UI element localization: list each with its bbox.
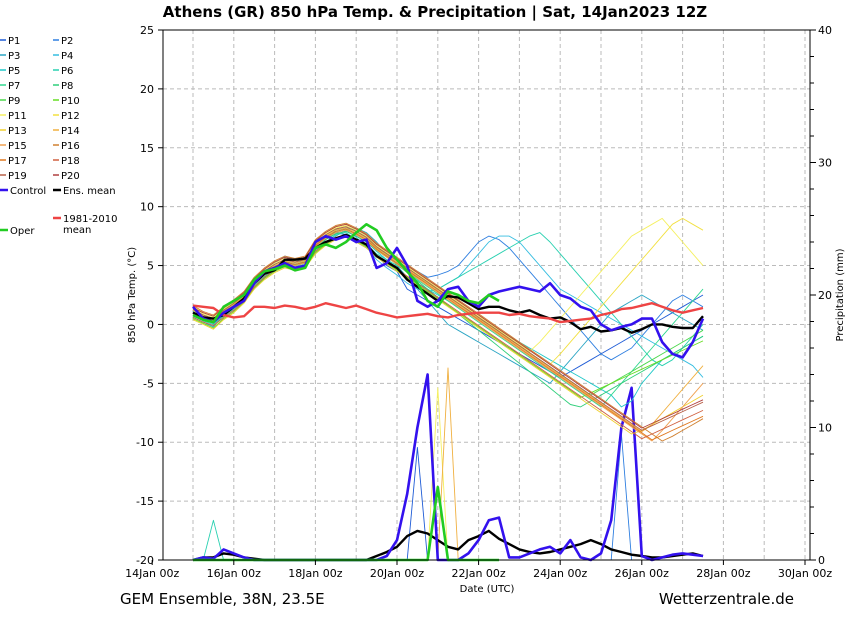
temp-line-p13 xyxy=(192,236,704,435)
temp-line-p19 xyxy=(192,226,704,431)
y-tick-label: -5 xyxy=(143,377,154,390)
legend-label: P7 xyxy=(8,81,20,92)
y-tick-label: 15 xyxy=(140,142,154,155)
chart-title: Athens (GR) 850 hPa Temp. & Precipitatio… xyxy=(163,3,708,22)
y-tick-label: -10 xyxy=(136,436,154,449)
precip-line-p1 xyxy=(193,446,703,561)
temp-line-p8 xyxy=(192,230,704,408)
precip-line-p2 xyxy=(193,433,703,561)
legend-label: P19 xyxy=(8,171,27,182)
y-tick-label: 25 xyxy=(140,24,154,37)
temp-line-p6 xyxy=(192,232,704,367)
y2-tick-label: 0 xyxy=(818,554,825,567)
legend-label: P15 xyxy=(8,141,27,152)
legend-label: P16 xyxy=(61,141,80,152)
precipitation-lines xyxy=(192,367,704,562)
legend-label: P4 xyxy=(61,51,73,62)
legend-label: P3 xyxy=(8,51,20,62)
temp-line-p10 xyxy=(192,235,704,398)
legend-label: 1981-2010 mean xyxy=(63,214,118,236)
legend-label: P9 xyxy=(8,96,20,107)
y-axis-label: 850 hPa Temp. (°C) xyxy=(127,247,138,343)
legend-label: P8 xyxy=(61,81,73,92)
precip-line-p11 xyxy=(193,387,703,561)
legend-label: P5 xyxy=(8,66,20,77)
x-tick-label: 20Jan 00z xyxy=(370,567,424,580)
temp-line-p11 xyxy=(192,217,704,352)
y-axis-ticks: 25 20 15 10 5 0 -5 -10 -15 -20 xyxy=(136,24,163,567)
x-axis-ticks: 14Jan 00z 16Jan 00z 18Jan 00z 20Jan 00z 22Ja… xyxy=(125,560,832,580)
y2-tick-label: 10 xyxy=(818,422,832,435)
legend-label: P18 xyxy=(61,156,80,167)
y-tick-label: 10 xyxy=(140,201,154,214)
legend: P1 P2 P3 P4 P5 P6 P7 P8 P9 P10 P11 P12 P13 P14 P15 P16 P… xyxy=(0,36,118,237)
legend-label: P14 xyxy=(61,126,80,137)
temp-line-p1 xyxy=(192,232,704,378)
temp-line-control xyxy=(192,234,705,359)
legend-label: Control xyxy=(10,186,46,197)
x-tick-label: 14Jan 00z xyxy=(125,567,179,580)
legend-label: P20 xyxy=(61,171,80,182)
y-tick-label: 5 xyxy=(147,260,154,273)
precip-line-p14 xyxy=(193,367,703,561)
legend-label: P10 xyxy=(61,96,80,107)
x-tick-label: 30Jan 00z xyxy=(778,567,832,580)
legend-label: P2 xyxy=(61,36,73,47)
legend-label: P6 xyxy=(61,66,73,77)
legend-label: Ens. mean xyxy=(63,186,116,197)
y-tick-label: -15 xyxy=(136,495,154,508)
temp-line-1981-2010-mean xyxy=(192,302,704,324)
grid xyxy=(163,29,810,561)
legend-label: P11 xyxy=(8,111,27,122)
legend-label: P12 xyxy=(61,111,80,122)
plot-frame xyxy=(162,29,811,561)
footer-site: Wetterzentrale.de xyxy=(659,590,794,608)
y2-tick-label: 40 xyxy=(818,24,832,37)
x-tick-label: 22Jan 00z xyxy=(451,567,505,580)
y-tick-label: 20 xyxy=(140,83,154,96)
x-tick-label: 28Jan 00z xyxy=(696,567,750,580)
legend-label: Oper xyxy=(10,226,35,237)
x-tick-label: 26Jan 00z xyxy=(615,567,669,580)
y2-tick-label: 20 xyxy=(818,289,832,302)
x-axis-label: Date (UTC) xyxy=(460,584,515,595)
x-tick-label: 24Jan 00z xyxy=(533,567,587,580)
precip-line-control xyxy=(192,373,704,562)
legend-label: P13 xyxy=(8,126,27,137)
temperature-lines xyxy=(192,217,705,442)
y2-axis-label: Precipitation (mm) xyxy=(835,248,846,341)
footer-model: GEM Ensemble, 38N, 23.5E xyxy=(120,590,325,608)
y2-axis-ticks: 40 30 20 10 0 xyxy=(810,24,832,567)
x-tick-label: 18Jan 00z xyxy=(288,567,342,580)
x-tick-label: 16Jan 00z xyxy=(207,567,261,580)
y2-tick-label: 30 xyxy=(818,157,832,170)
y-tick-label: -20 xyxy=(136,554,154,567)
y-tick-label: 0 xyxy=(147,318,154,331)
legend-label: P17 xyxy=(8,156,27,167)
legend-label: P1 xyxy=(8,36,20,47)
temp-line-oper xyxy=(192,223,500,324)
